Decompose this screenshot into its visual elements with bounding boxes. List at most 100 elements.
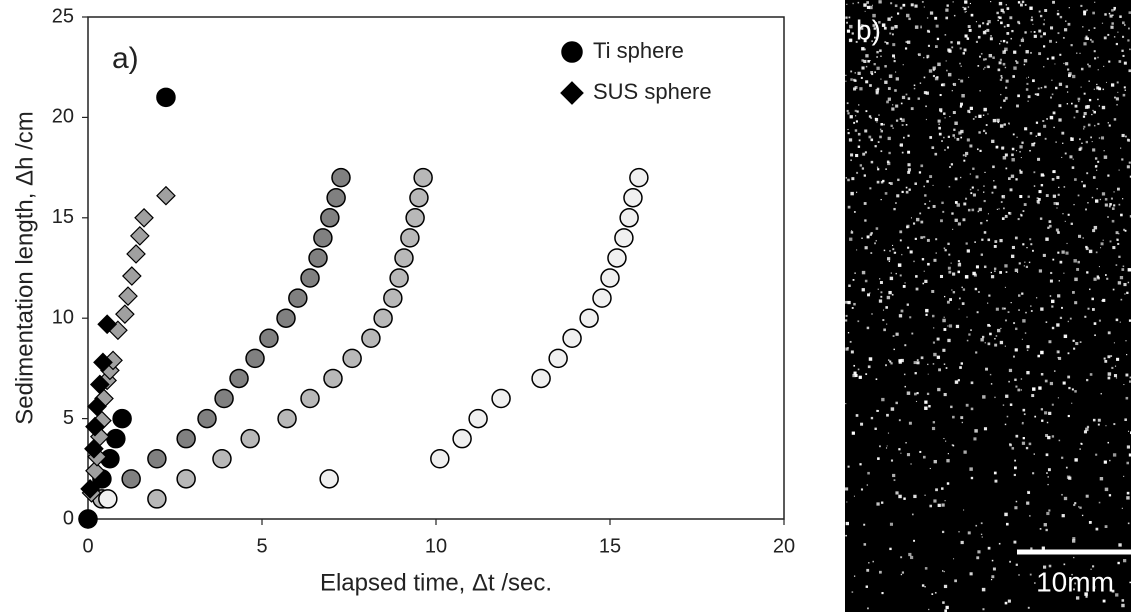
speckle — [848, 284, 851, 288]
speckle — [892, 33, 894, 36]
speckle — [1117, 91, 1119, 93]
speckle — [892, 43, 896, 47]
speckle — [870, 232, 873, 235]
speckle — [1003, 307, 1006, 310]
speckle — [934, 591, 937, 594]
speckle — [991, 191, 994, 194]
speckle — [958, 531, 960, 533]
speckle — [987, 238, 991, 242]
speckle — [886, 42, 889, 45]
speckle — [1000, 327, 1002, 329]
speckle — [1032, 249, 1034, 252]
speckle — [1038, 190, 1042, 194]
speckle — [1104, 525, 1108, 528]
speckle — [1127, 139, 1131, 142]
speckle — [845, 314, 848, 317]
speckle — [890, 16, 893, 18]
speckle — [928, 31, 931, 33]
speckle — [953, 558, 955, 560]
speckle — [901, 124, 904, 126]
speckle — [1113, 204, 1116, 207]
speckle — [879, 278, 881, 280]
speckle — [987, 342, 991, 346]
speckle — [1104, 198, 1108, 201]
speckle — [891, 293, 894, 296]
speckle — [909, 316, 912, 319]
speckle — [847, 205, 851, 209]
speckle — [904, 282, 906, 284]
speckle — [1009, 560, 1011, 563]
speckle — [892, 127, 894, 129]
speckle — [1086, 271, 1089, 274]
speckle — [967, 531, 971, 535]
speckle — [912, 222, 916, 225]
speckle — [1002, 50, 1006, 54]
speckle — [1066, 91, 1069, 93]
speckle — [1014, 268, 1019, 272]
speckle — [888, 151, 891, 155]
speckle — [977, 35, 981, 39]
speckle — [1062, 213, 1064, 215]
speckle — [1051, 299, 1055, 304]
speckle — [847, 132, 850, 135]
speckle — [869, 292, 871, 294]
speckle — [1083, 430, 1088, 434]
circle-marker — [592, 288, 612, 308]
speckle — [852, 279, 855, 281]
speckle — [1022, 37, 1024, 39]
speckle — [1023, 265, 1025, 267]
speckle — [1017, 388, 1021, 392]
speckle — [854, 109, 857, 112]
speckle — [1055, 141, 1057, 143]
speckle — [977, 210, 980, 213]
speckle — [1046, 472, 1048, 474]
speckle — [924, 400, 928, 404]
speckle — [1051, 178, 1055, 181]
speckle — [1055, 228, 1059, 232]
speckle — [878, 114, 880, 116]
speckle — [861, 167, 865, 170]
speckle — [1127, 430, 1130, 432]
speckle — [1091, 141, 1093, 143]
circle-marker — [400, 228, 420, 248]
speckle — [1089, 38, 1092, 41]
speckle — [1102, 239, 1104, 241]
speckle — [889, 522, 894, 526]
circle-marker — [300, 388, 320, 409]
speckle — [982, 58, 986, 61]
speckle — [1006, 7, 1010, 10]
speckle — [1086, 378, 1089, 382]
speckle — [965, 11, 967, 13]
speckle — [879, 445, 881, 448]
speckle — [1017, 218, 1020, 221]
speckle — [945, 16, 949, 20]
speckle — [1085, 595, 1088, 598]
speckle — [1020, 3, 1023, 7]
speckle — [866, 235, 870, 239]
speckle — [938, 123, 940, 125]
speckle — [905, 13, 910, 18]
speckle — [1026, 371, 1030, 375]
speckle — [863, 523, 866, 526]
speckle — [1009, 16, 1013, 20]
speckle — [1104, 13, 1107, 16]
speckle — [933, 352, 937, 357]
speckle — [1115, 42, 1118, 46]
speckle — [984, 58, 987, 61]
speckle — [962, 218, 966, 222]
speckle — [901, 571, 905, 574]
speckle — [1022, 319, 1026, 323]
speckle — [944, 149, 946, 151]
speckle — [889, 32, 892, 35]
speckle — [886, 295, 891, 300]
speckle — [978, 24, 982, 28]
diamond-marker — [78, 509, 98, 529]
speckle — [884, 80, 888, 84]
speckle — [1020, 213, 1022, 216]
speckle — [871, 73, 874, 76]
speckle — [986, 219, 988, 222]
speckle — [1121, 268, 1125, 271]
speckle — [1047, 226, 1050, 229]
speckle — [1109, 240, 1112, 243]
speckle — [847, 112, 850, 115]
